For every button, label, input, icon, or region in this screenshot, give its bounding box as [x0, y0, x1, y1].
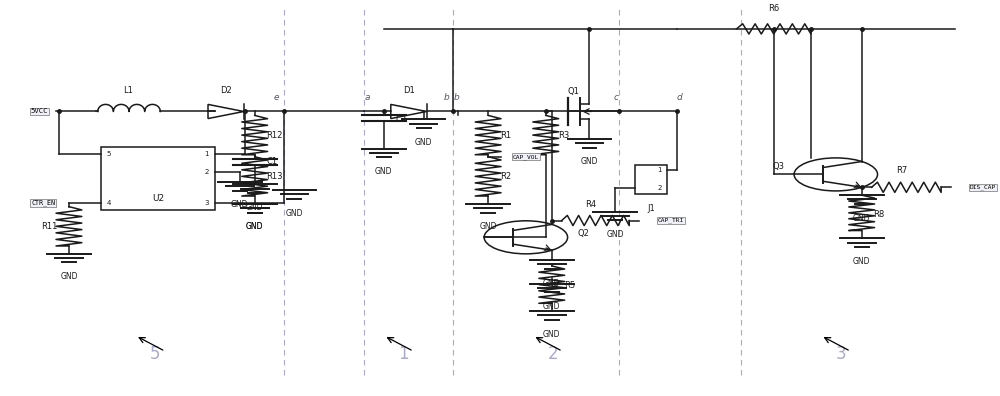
Text: e: e [274, 93, 279, 102]
Text: GND: GND [375, 168, 393, 176]
Text: GND: GND [479, 223, 497, 231]
Text: R8: R8 [874, 210, 885, 219]
Text: GND: GND [543, 278, 561, 287]
Text: b: b [453, 93, 459, 102]
Text: 4: 4 [107, 200, 111, 206]
Text: C2: C2 [396, 115, 407, 124]
Text: C1: C1 [267, 157, 278, 166]
Text: 5: 5 [107, 151, 111, 157]
Circle shape [794, 158, 878, 191]
Text: GND: GND [853, 257, 870, 266]
Text: R12: R12 [267, 131, 283, 139]
Text: CTR_EN: CTR_EN [31, 200, 55, 206]
Text: U2: U2 [152, 194, 164, 203]
Text: CAP_TRI: CAP_TRI [658, 218, 684, 223]
Text: R13: R13 [267, 172, 283, 181]
Text: R6: R6 [768, 4, 779, 13]
Text: GND: GND [231, 200, 249, 209]
Text: b: b [444, 93, 449, 102]
Text: GND: GND [286, 209, 303, 218]
Text: R1: R1 [500, 131, 511, 139]
Text: 2: 2 [658, 185, 662, 191]
Text: GND: GND [543, 329, 561, 339]
Text: c: c [614, 93, 619, 102]
Text: GND: GND [415, 138, 432, 147]
Text: GND: GND [543, 302, 561, 311]
Text: GND: GND [581, 158, 598, 166]
Text: R2: R2 [500, 172, 511, 181]
Text: D1: D1 [403, 86, 415, 95]
Text: 2: 2 [205, 169, 209, 175]
Text: 1: 1 [398, 345, 409, 363]
Text: GND: GND [246, 223, 263, 231]
Text: R3: R3 [558, 131, 569, 139]
Text: R11: R11 [41, 222, 57, 231]
Text: GND: GND [246, 223, 263, 231]
Text: Q3: Q3 [772, 162, 784, 171]
Text: 5: 5 [150, 345, 161, 363]
Text: 3: 3 [835, 345, 846, 363]
Text: Q2: Q2 [578, 229, 589, 238]
Text: Q1: Q1 [568, 87, 580, 96]
Text: D2: D2 [220, 86, 232, 95]
Circle shape [484, 221, 568, 254]
Text: R5: R5 [564, 281, 575, 290]
Bar [635, 165, 667, 194]
Text: CAP_VOL: CAP_VOL [513, 154, 539, 160]
Text: 1: 1 [657, 168, 662, 173]
Bar [101, 147, 215, 210]
Text: R7: R7 [896, 166, 907, 175]
Text: GND: GND [853, 213, 870, 223]
Text: 2: 2 [547, 345, 558, 363]
Text: 3: 3 [205, 200, 209, 206]
Text: GND: GND [246, 203, 263, 212]
Text: a: a [364, 93, 370, 102]
Text: R4: R4 [585, 200, 596, 209]
Text: 5VCC: 5VCC [30, 109, 48, 114]
Text: DIS_CAP: DIS_CAP [970, 185, 996, 190]
Text: J1: J1 [647, 204, 655, 213]
Text: 1: 1 [205, 151, 209, 157]
Text: d: d [677, 93, 683, 102]
Text: GND: GND [607, 230, 624, 239]
Text: GND: GND [60, 272, 78, 281]
Text: L1: L1 [124, 86, 133, 95]
